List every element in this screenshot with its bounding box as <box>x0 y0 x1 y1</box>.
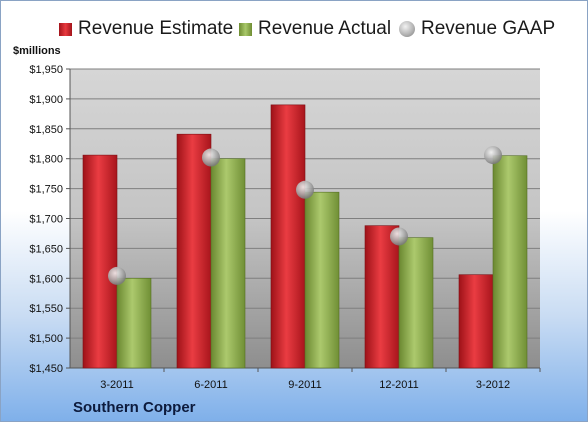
legend-item-revenue-estimate: Revenue Estimate <box>59 18 233 40</box>
marker-revenue-gaap <box>484 146 502 165</box>
y-axis-unit-label: $millions <box>13 45 61 57</box>
company-name: Southern Copper <box>73 399 196 416</box>
legend-label-estimate: Revenue Estimate <box>78 18 234 39</box>
marker-revenue-gaap <box>390 227 408 246</box>
legend-swatch-gaap <box>399 21 415 37</box>
bar-revenue-actual <box>492 155 528 369</box>
y-tick-label: $1,900 <box>29 94 63 106</box>
legend: Revenue Estimate Revenue Actual Revenue … <box>1 18 587 42</box>
y-tick-label: $1,650 <box>29 243 63 255</box>
bar-revenue-estimate <box>458 274 494 369</box>
legend-swatch-actual <box>239 22 252 36</box>
y-tick-label: $1,550 <box>29 303 63 315</box>
legend-swatch-estimate <box>59 22 72 36</box>
x-tick-label: 3-2011 <box>100 379 133 391</box>
legend-item-revenue-actual: Revenue Actual <box>239 18 391 40</box>
y-tick-label: $1,600 <box>29 273 63 285</box>
y-tick-label: $1,850 <box>29 124 63 136</box>
bar-revenue-estimate <box>270 104 306 369</box>
marker-revenue-gaap <box>296 180 314 199</box>
marker-revenue-gaap <box>108 266 126 285</box>
legend-label-actual: Revenue Actual <box>258 18 392 39</box>
legend-label-gaap: Revenue GAAP <box>421 18 556 39</box>
x-tick-label: 9-2011 <box>288 379 321 391</box>
y-tick-label: $1,500 <box>29 333 63 345</box>
bar-revenue-actual <box>304 191 340 369</box>
bar-revenue-actual <box>210 158 246 369</box>
bar-revenue-estimate <box>176 133 212 369</box>
y-tick-label: $1,700 <box>29 214 63 226</box>
bar-revenue-estimate <box>82 154 118 369</box>
x-tick-label: 3-2012 <box>476 379 510 391</box>
marker-revenue-gaap <box>202 148 220 167</box>
y-tick-label: $1,750 <box>29 184 63 196</box>
bar-revenue-actual <box>398 237 434 369</box>
y-tick-label: $1,950 <box>29 64 63 76</box>
x-tick-label: 6-2011 <box>194 379 227 391</box>
y-tick-label: $1,450 <box>29 363 63 375</box>
y-tick-label: $1,800 <box>29 154 63 166</box>
legend-item-revenue-gaap: Revenue GAAP <box>399 18 555 40</box>
bar-revenue-actual <box>116 277 152 369</box>
bar-revenue-estimate <box>364 225 400 369</box>
x-tick-label: 12-2011 <box>379 379 419 391</box>
